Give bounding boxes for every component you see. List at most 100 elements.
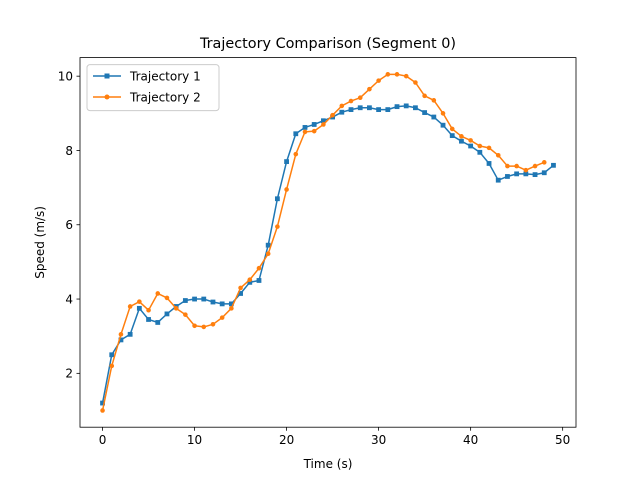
data-point-trajectory-1-5: [146, 317, 151, 322]
data-point-trajectory-1-21: [293, 131, 299, 137]
axes-frame: [79, 57, 577, 428]
data-point-trajectory-2-4: [137, 299, 142, 304]
data-point-trajectory-1-16: [247, 279, 253, 285]
data-point-trajectory-1-13: [219, 301, 225, 307]
data-point-trajectory-2-44: [505, 163, 510, 169]
data-point-trajectory-2-8: [173, 306, 179, 311]
data-point-trajectory-2-40: [468, 138, 473, 143]
y-tick-label-4: 4: [65, 292, 73, 306]
data-point-trajectory-2-23: [311, 128, 317, 134]
data-point-trajectory-2-48: [541, 160, 547, 165]
data-point-trajectory-2-27: [348, 98, 354, 104]
data-point-trajectory-1-1: [109, 352, 115, 358]
x-axis-label: Time (s): [303, 457, 353, 471]
data-point-trajectory-1-28: [357, 105, 363, 111]
data-point-trajectory-1-0: [100, 400, 105, 406]
data-point-trajectory-1-38: [449, 133, 455, 139]
data-point-trajectory-1-26: [339, 109, 345, 115]
series-trajectory-2: [100, 72, 547, 413]
y-tick-label-6: 6: [65, 218, 73, 232]
x-axis-ticks: 0 10 20 30 40 50: [99, 427, 570, 447]
data-point-trajectory-2-31: [385, 72, 391, 77]
data-point-trajectory-1-23: [311, 122, 317, 127]
data-point-trajectory-1-20: [284, 159, 289, 165]
y-tick-label-8: 8: [65, 144, 73, 158]
x-tick-label-0: 0: [99, 433, 107, 447]
data-point-trajectory-2-42: [486, 145, 492, 151]
x-tick-label-30: 30: [371, 433, 386, 447]
data-point-trajectory-2-46: [523, 167, 529, 173]
data-point-trajectory-1-36: [431, 114, 437, 120]
data-point-trajectory-2-9: [183, 312, 188, 317]
data-point-trajectory-1-44: [505, 174, 510, 179]
data-point-trajectory-2-29: [367, 86, 372, 92]
legend-marker-trajectory-1: [104, 73, 110, 79]
series-layer: [100, 72, 556, 413]
data-point-trajectory-2-39: [459, 134, 464, 139]
data-point-trajectory-2-33: [403, 73, 409, 79]
data-point-trajectory-2-1: [109, 363, 115, 369]
y-tick-label-2: 2: [65, 367, 73, 381]
data-point-trajectory-2-47: [532, 163, 538, 169]
data-point-trajectory-1-22: [302, 125, 308, 130]
data-point-trajectory-1-11: [201, 296, 207, 302]
data-point-trajectory-2-34: [413, 80, 418, 85]
data-point-trajectory-1-9: [182, 298, 188, 303]
data-point-trajectory-1-2: [118, 337, 124, 343]
data-point-trajectory-2-2: [118, 332, 124, 337]
data-point-trajectory-1-33: [403, 103, 409, 109]
data-point-trajectory-2-12: [210, 322, 216, 327]
legend-entry-trajectory-2: Trajectory 2: [93, 91, 201, 105]
data-point-trajectory-1-48: [541, 170, 547, 176]
data-point-trajectory-1-43: [495, 177, 501, 183]
data-point-trajectory-1-6: [155, 320, 161, 325]
data-point-trajectory-2-22: [302, 129, 308, 135]
data-point-trajectory-1-40: [468, 143, 474, 149]
data-point-trajectory-1-47: [532, 172, 538, 178]
data-point-trajectory-1-10: [192, 296, 197, 302]
data-point-trajectory-2-10: [192, 323, 197, 329]
data-point-trajectory-1-49: [551, 162, 556, 168]
data-point-trajectory-1-41: [477, 149, 483, 155]
x-tick-label-20: 20: [279, 433, 294, 447]
plot-area: [80, 57, 576, 428]
data-point-trajectory-1-39: [459, 138, 464, 144]
data-point-trajectory-2-7: [164, 295, 170, 301]
data-point-trajectory-1-35: [422, 110, 428, 115]
data-point-trajectory-2-14: [229, 306, 234, 311]
data-point-trajectory-1-34: [413, 105, 418, 111]
data-point-trajectory-1-46: [523, 171, 529, 177]
data-point-trajectory-2-5: [146, 307, 151, 313]
data-point-trajectory-1-15: [238, 291, 243, 296]
data-point-trajectory-2-38: [449, 126, 455, 132]
data-point-trajectory-1-30: [376, 107, 382, 113]
data-point-trajectory-1-14: [228, 301, 234, 307]
data-point-trajectory-2-18: [265, 251, 271, 257]
y-tick-label-10: 10: [58, 69, 73, 83]
data-point-trajectory-1-18: [265, 242, 271, 248]
data-point-trajectory-1-3: [127, 331, 133, 337]
data-point-trajectory-2-16: [247, 277, 253, 283]
data-point-trajectory-1-42: [486, 161, 492, 166]
data-point-trajectory-1-12: [210, 299, 216, 305]
data-point-trajectory-1-4: [136, 305, 142, 311]
data-point-trajectory-1-29: [367, 105, 372, 111]
x-tick-label-50: 50: [555, 433, 570, 447]
legend-marker-trajectory-2: [104, 94, 110, 100]
data-point-trajectory-2-24: [321, 122, 326, 127]
chart-title: Trajectory Comparison (Segment 0): [199, 36, 456, 52]
data-point-trajectory-2-25: [330, 112, 335, 118]
data-point-trajectory-2-35: [422, 93, 427, 99]
data-point-trajectory-2-28: [357, 95, 363, 101]
data-point-trajectory-2-3: [127, 304, 133, 309]
data-point-trajectory-2-15: [238, 285, 243, 291]
data-point-trajectory-2-0: [100, 408, 105, 413]
data-point-trajectory-1-7: [164, 311, 170, 317]
legend-label-trajectory-1: Trajectory 1: [129, 70, 201, 84]
data-point-trajectory-2-45: [514, 163, 519, 169]
x-tick-label-40: 40: [463, 433, 478, 447]
data-point-trajectory-1-37: [440, 122, 446, 128]
data-point-trajectory-2-41: [477, 143, 483, 149]
data-point-trajectory-1-32: [394, 104, 400, 110]
